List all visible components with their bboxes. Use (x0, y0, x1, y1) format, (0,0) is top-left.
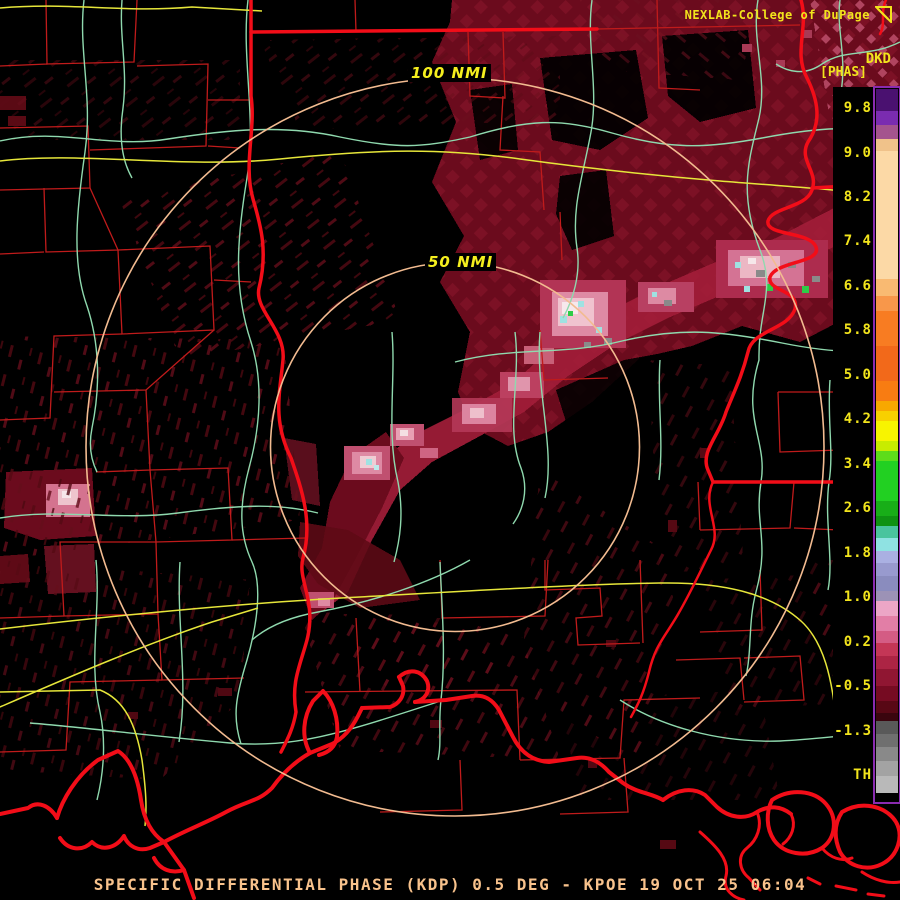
colorbar-tick: 2.6 (843, 500, 872, 516)
product-unit-label: [PHAS] (820, 65, 867, 80)
colorbar-tick: 7.4 (843, 233, 872, 249)
colorbar-tick: 5.0 (843, 367, 872, 383)
colorbar-tick: -1.3 (834, 723, 872, 739)
colorbar-tick: 4.2 (843, 411, 872, 427)
colorbar-tick: 6.6 (843, 278, 872, 294)
colorbar-tick: 9.8 (843, 100, 872, 116)
brand-text: NEXLAB-College of DuPage (684, 7, 870, 22)
colorbar-swatch (876, 89, 898, 801)
colorbar-tick: 8.2 (843, 189, 872, 205)
echo-layer (0, 0, 900, 849)
colorbar-tick: 3.4 (843, 456, 872, 472)
colorbar-tick: 1.0 (843, 589, 872, 605)
product-code-label: DKD (865, 51, 891, 67)
colorbar-tick: TH (853, 767, 872, 783)
cod-logo-icon (875, 6, 892, 23)
colorbar-tick: 5.8 (843, 322, 872, 338)
colorbar-tick: -0.5 (834, 678, 872, 694)
gulf-coastline (0, 669, 900, 900)
colorbar (873, 86, 900, 804)
range-ring-label-50nmi: 50 NMI (425, 253, 497, 271)
colorbar-tick: 0.2 (843, 634, 872, 650)
status-bar: SPECIFIC DIFFERENTIAL PHASE (KDP) 0.5 DE… (93, 875, 807, 894)
colorbar-tick: 1.8 (843, 545, 872, 561)
header: NEXLAB-College of DuPage (685, 6, 892, 23)
range-ring-label-100nmi: 100 NMI (408, 64, 491, 82)
river-lines (0, 0, 900, 801)
colorbar-backing (833, 87, 875, 802)
colorbar-tick: 9.0 (843, 145, 872, 161)
